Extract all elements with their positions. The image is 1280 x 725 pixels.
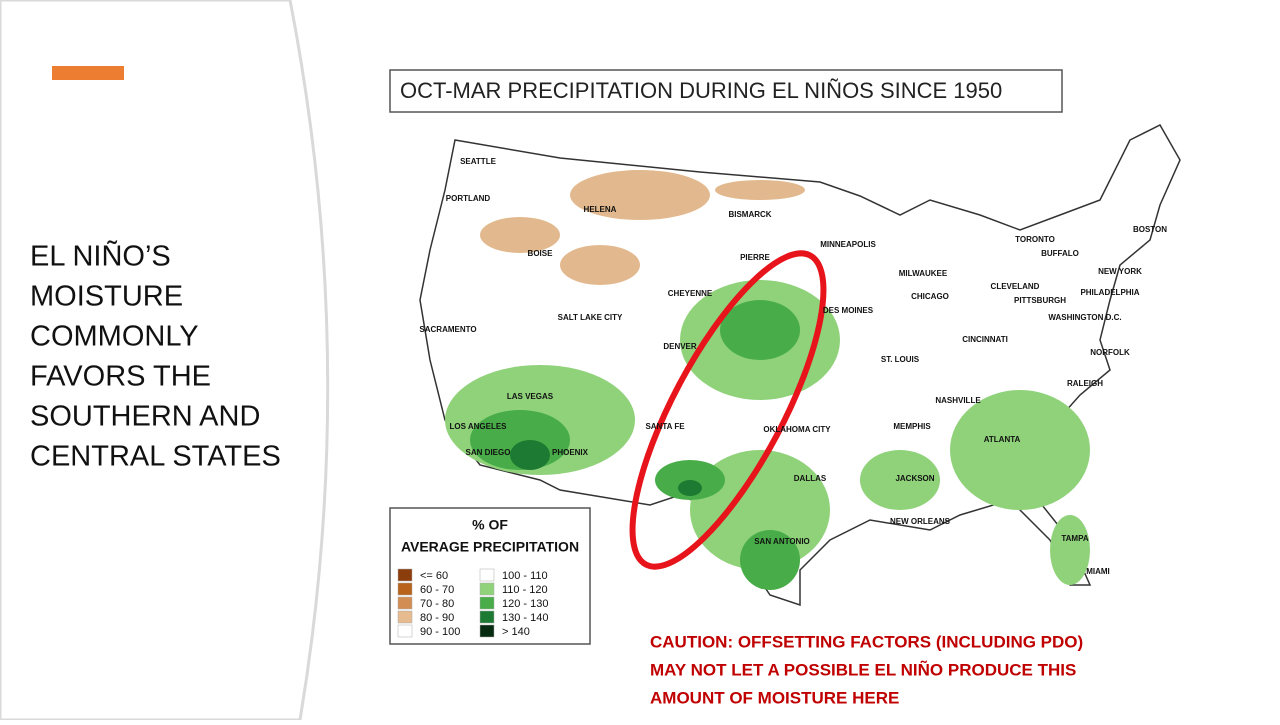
city-label: CHICAGO bbox=[911, 292, 949, 301]
city-label: ATLANTA bbox=[984, 435, 1021, 444]
heading-line: COMMONLY bbox=[30, 321, 199, 353]
legend-swatch bbox=[479, 610, 495, 624]
city-label: OKLAHOMA CITY bbox=[763, 425, 831, 434]
city-label: PIERRE bbox=[740, 253, 770, 262]
city-label: SANTA FE bbox=[645, 422, 685, 431]
map-title-box bbox=[389, 69, 1063, 113]
city-label: MINNEAPOLIS bbox=[820, 240, 876, 249]
heading-line: SOUTHERN AND bbox=[30, 401, 260, 433]
legend-label: > 140 bbox=[502, 626, 530, 638]
wet-areas bbox=[445, 280, 1090, 590]
accent-bar bbox=[52, 66, 124, 80]
city-label: TORONTO bbox=[1015, 235, 1055, 244]
city-label: NEW YORK bbox=[1098, 267, 1142, 276]
city-label: SAN DIEGO bbox=[466, 448, 511, 457]
caution-line: AMOUNT OF MOISTURE HERE bbox=[650, 688, 899, 707]
heading-line: CENTRAL STATES bbox=[30, 441, 281, 473]
dry-areas bbox=[480, 170, 805, 285]
caution-line: MAY NOT LET A POSSIBLE EL NIÑO PRODUCE T… bbox=[650, 659, 1076, 679]
city-label: CLEVELAND bbox=[991, 282, 1040, 291]
city-label: ST. LOUIS bbox=[881, 355, 920, 364]
city-label: BOISE bbox=[528, 249, 554, 258]
legend-label: 120 - 130 bbox=[502, 598, 548, 610]
city-label: DES MOINES bbox=[823, 306, 874, 315]
map-title: OCT-MAR PRECIPITATION DURING EL NIÑOS SI… bbox=[400, 78, 1002, 103]
city-label: NASHVILLE bbox=[935, 396, 981, 405]
city-label: SEATTLE bbox=[460, 157, 497, 166]
legend-label: 110 - 120 bbox=[502, 584, 548, 596]
legend-swatch bbox=[397, 596, 413, 610]
heading-line: FAVORS THE bbox=[30, 361, 211, 393]
legend-swatch bbox=[397, 610, 413, 624]
city-label: LOS ANGELES bbox=[449, 422, 507, 431]
city-label: SACRAMENTO bbox=[419, 325, 476, 334]
city-label: JACKSON bbox=[895, 474, 934, 483]
legend-label: 60 - 70 bbox=[420, 584, 454, 596]
city-label: NEW ORLEANS bbox=[890, 517, 951, 526]
legend-swatch bbox=[397, 624, 413, 638]
city-label: WASHINGTON D.C. bbox=[1048, 313, 1121, 322]
legend-label: 70 - 80 bbox=[420, 598, 454, 610]
heading-line: EL NIÑO’S bbox=[30, 239, 171, 273]
legend-label: 90 - 100 bbox=[420, 626, 460, 638]
city-label: TAMPA bbox=[1061, 534, 1088, 543]
city-label: PHOENIX bbox=[552, 448, 589, 457]
legend-swatch bbox=[397, 582, 413, 596]
highlight-ellipse bbox=[629, 250, 827, 570]
city-label: NORFOLK bbox=[1090, 348, 1130, 357]
city-label: BOSTON bbox=[1133, 225, 1167, 234]
city-label: RALEIGH bbox=[1067, 379, 1103, 388]
city-label: LAS VEGAS bbox=[507, 392, 554, 401]
legend-swatch bbox=[397, 568, 413, 582]
city-label: BISMARCK bbox=[728, 210, 771, 219]
legend-swatch bbox=[479, 568, 495, 582]
city-label: PORTLAND bbox=[446, 194, 491, 203]
city-label: HELENA bbox=[584, 205, 617, 214]
caution-line: CAUTION: OFFSETTING FACTORS (INCLUDING P… bbox=[650, 632, 1083, 651]
legend-label: <= 60 bbox=[420, 570, 448, 582]
city-label: MIAMI bbox=[1086, 567, 1110, 576]
legend-title: % OF bbox=[472, 517, 508, 533]
legend-label: 130 - 140 bbox=[502, 612, 548, 624]
legend-label: 100 - 110 bbox=[502, 570, 548, 582]
legend-swatch bbox=[479, 624, 495, 638]
city-label: CHEYENNE bbox=[668, 289, 713, 298]
city-label: MEMPHIS bbox=[893, 422, 931, 431]
city-label: PITTSBURGH bbox=[1014, 296, 1066, 305]
map: SEATTLE PORTLAND HELENA BISMARCK BOISE PIERRE… bbox=[419, 124, 1181, 607]
legend-label: 80 - 90 bbox=[420, 612, 454, 624]
city-label: DALLAS bbox=[794, 474, 827, 483]
heading-line: MOISTURE bbox=[30, 281, 183, 313]
legend-swatch bbox=[479, 582, 495, 596]
city-label: DENVER bbox=[663, 342, 697, 351]
side-panel bbox=[0, 0, 330, 722]
city-label: MILWAUKEE bbox=[899, 269, 948, 278]
city-label: SALT LAKE CITY bbox=[558, 313, 623, 322]
city-label: CINCINNATI bbox=[962, 335, 1008, 344]
city-label: PHILADELPHIA bbox=[1080, 288, 1139, 297]
city-label: BUFFALO bbox=[1041, 249, 1079, 258]
legend-swatch bbox=[479, 596, 495, 610]
legend-title: AVERAGE PRECIPITATION bbox=[401, 539, 579, 555]
city-label: SAN ANTONIO bbox=[754, 537, 810, 546]
